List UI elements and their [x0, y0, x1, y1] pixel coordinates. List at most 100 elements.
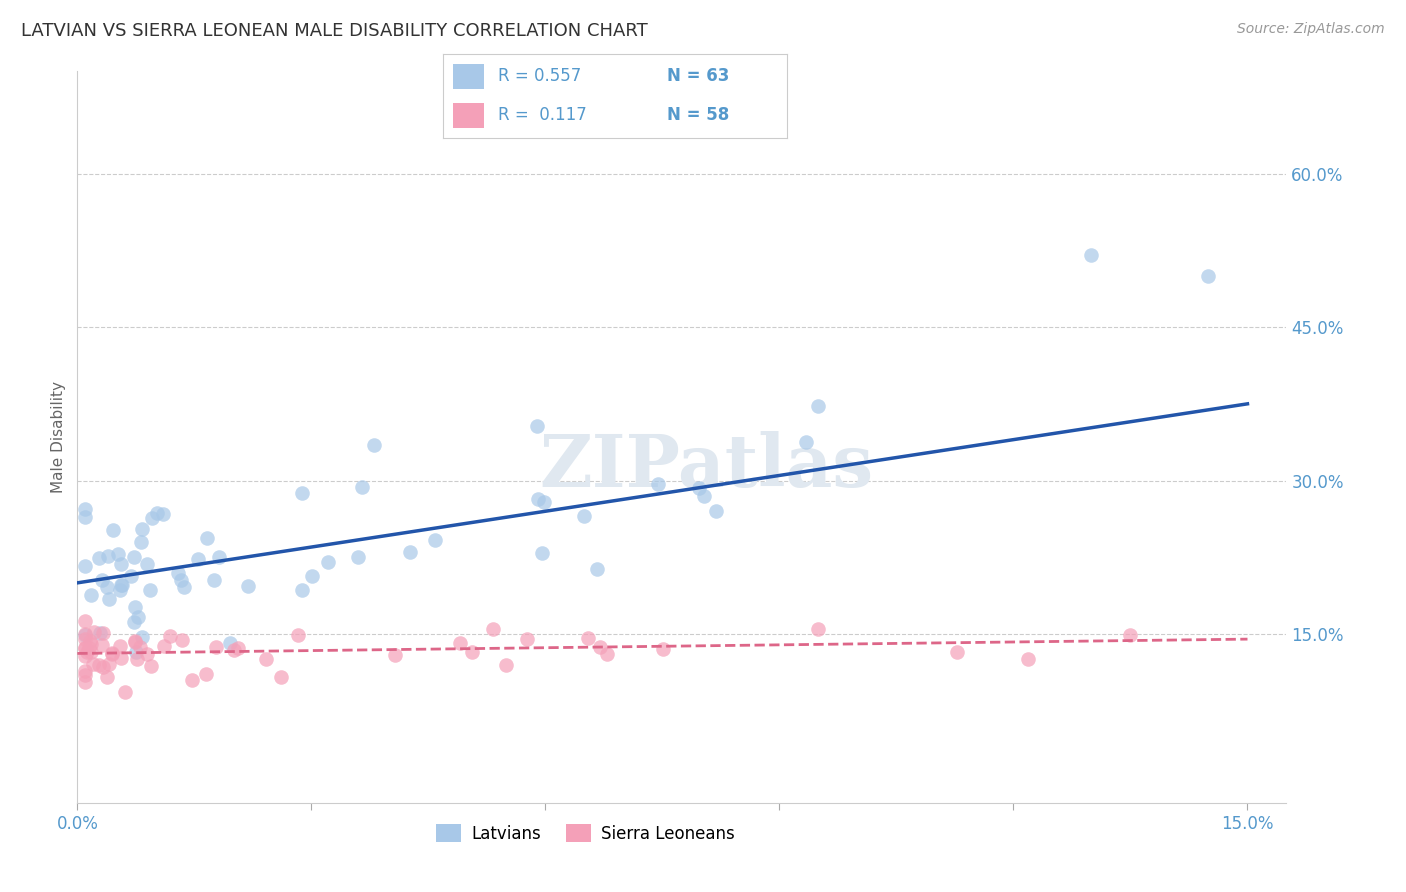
- Point: [124, 599, 146, 614]
- Point: [287, 628, 309, 642]
- Point: [574, 509, 596, 524]
- Point: [693, 489, 716, 503]
- Point: [128, 640, 150, 655]
- Point: [125, 652, 148, 666]
- Point: [96, 670, 118, 684]
- Point: [195, 531, 218, 545]
- Point: [236, 579, 259, 593]
- Point: [97, 657, 120, 671]
- Point: [350, 480, 373, 494]
- FancyBboxPatch shape: [453, 63, 484, 89]
- Point: [75, 628, 97, 642]
- Point: [111, 578, 134, 592]
- Point: [423, 533, 446, 547]
- Point: [482, 622, 505, 636]
- Point: [75, 632, 97, 646]
- Point: [291, 583, 314, 598]
- Point: [181, 673, 204, 688]
- Text: Source: ZipAtlas.com: Source: ZipAtlas.com: [1237, 22, 1385, 37]
- Point: [170, 574, 193, 588]
- Point: [166, 566, 188, 581]
- Point: [131, 630, 153, 644]
- Point: [110, 558, 132, 572]
- Point: [80, 645, 103, 659]
- Point: [124, 635, 146, 649]
- Point: [399, 545, 422, 559]
- Point: [91, 660, 114, 674]
- Point: [1198, 268, 1220, 283]
- Point: [205, 640, 228, 654]
- Point: [90, 573, 112, 587]
- Text: LATVIAN VS SIERRA LEONEAN MALE DISABILITY CORRELATION CHART: LATVIAN VS SIERRA LEONEAN MALE DISABILIT…: [21, 22, 648, 40]
- Point: [688, 481, 710, 495]
- Text: ZIPatlas: ZIPatlas: [538, 431, 873, 502]
- Point: [82, 657, 104, 671]
- Point: [495, 657, 517, 672]
- Point: [80, 637, 103, 651]
- Point: [139, 659, 162, 673]
- Text: R =  0.117: R = 0.117: [498, 106, 586, 124]
- Point: [101, 647, 124, 661]
- Point: [195, 667, 218, 681]
- Point: [347, 550, 370, 565]
- Point: [114, 685, 136, 699]
- Point: [530, 546, 553, 560]
- Point: [202, 573, 225, 587]
- Point: [108, 639, 131, 653]
- Point: [807, 399, 830, 413]
- Point: [187, 552, 209, 566]
- Point: [91, 638, 114, 652]
- Legend: Latvians, Sierra Leoneans: Latvians, Sierra Leoneans: [429, 818, 741, 849]
- Point: [124, 634, 146, 648]
- Point: [75, 510, 97, 524]
- Point: [122, 615, 145, 630]
- Point: [586, 562, 609, 576]
- Point: [159, 629, 181, 643]
- Point: [794, 435, 817, 450]
- Point: [136, 648, 159, 662]
- Point: [1017, 652, 1039, 666]
- Point: [75, 649, 97, 664]
- Point: [384, 648, 406, 662]
- Point: [75, 627, 97, 641]
- Text: N = 63: N = 63: [666, 68, 730, 86]
- Text: N = 58: N = 58: [666, 106, 730, 124]
- Point: [301, 569, 323, 583]
- Point: [595, 647, 617, 661]
- Point: [527, 491, 550, 506]
- Point: [1080, 248, 1102, 262]
- Point: [146, 507, 169, 521]
- Point: [516, 632, 538, 647]
- Point: [89, 626, 111, 640]
- Point: [291, 485, 314, 500]
- Point: [226, 641, 249, 656]
- Point: [125, 645, 148, 659]
- Point: [75, 559, 97, 574]
- Point: [110, 650, 132, 665]
- Point: [576, 631, 599, 645]
- Point: [107, 547, 129, 561]
- Point: [153, 639, 176, 653]
- Point: [652, 641, 675, 656]
- Point: [807, 623, 830, 637]
- Point: [254, 652, 277, 666]
- Point: [526, 419, 548, 434]
- Point: [647, 477, 669, 491]
- Point: [131, 522, 153, 536]
- Point: [173, 580, 195, 594]
- Point: [170, 632, 193, 647]
- Point: [127, 609, 149, 624]
- Point: [122, 549, 145, 564]
- Point: [224, 643, 246, 657]
- Point: [75, 675, 97, 690]
- Point: [77, 640, 100, 655]
- Point: [108, 582, 131, 597]
- Point: [138, 582, 160, 597]
- Point: [152, 507, 174, 521]
- Point: [75, 640, 97, 655]
- Y-axis label: Male Disability: Male Disability: [51, 381, 66, 493]
- Point: [316, 556, 339, 570]
- Point: [101, 523, 124, 537]
- Point: [83, 624, 105, 639]
- Point: [101, 646, 124, 660]
